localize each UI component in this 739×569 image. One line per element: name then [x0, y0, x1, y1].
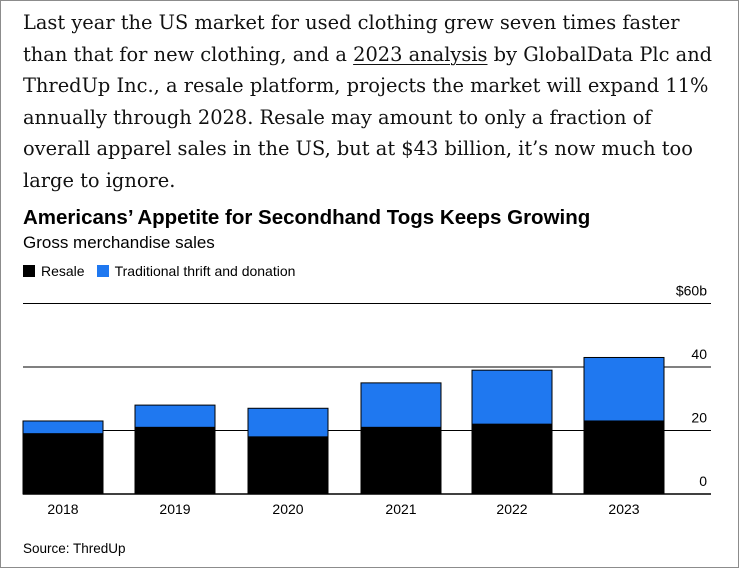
x-tick-label-2018: 2018 [47, 501, 78, 517]
source-note: Source: ThredUp [23, 541, 126, 556]
bar-2020-thrift [247, 407, 329, 438]
chart-subtitle: Gross merchandise sales [23, 233, 215, 252]
bar-2022-thrift [471, 369, 553, 425]
bar-2020-resale [247, 436, 329, 495]
y-tick-label-60: $60b [676, 283, 707, 299]
bar-2022-resale [471, 423, 553, 495]
y-tick-label-40: 40 [691, 346, 707, 362]
bar-2023-resale [583, 420, 665, 495]
bar-2018-thrift [22, 420, 104, 435]
analysis-link[interactable]: 2023 analysis [353, 42, 488, 66]
legend-item-resale: Resale [23, 263, 85, 279]
x-tick-label-2021: 2021 [385, 501, 416, 517]
x-tick-label-2020: 2020 [272, 501, 303, 517]
y-tick-label-0: 0 [699, 473, 707, 489]
article-text-before-link: Last year the US market for used clothin… [23, 11, 680, 66]
y-tick-label-20: 20 [691, 410, 707, 426]
chart-title: Americans’ Appetite for Secondhand Togs … [23, 206, 591, 229]
legend-item-thrift: Traditional thrift and donation [96, 263, 296, 279]
legend-label-thrift: Traditional thrift and donation [114, 263, 296, 279]
bar-2019-resale [134, 426, 216, 495]
bar-2018-resale [22, 433, 104, 495]
article-paragraph: Last year the US market for used clothin… [23, 7, 723, 197]
legend-swatch-thrift [96, 265, 109, 277]
article-text-after-link: by GlobalData Plc and ThredUp Inc., a re… [23, 42, 713, 192]
chart-legend: Resale Traditional thrift and donation [23, 263, 307, 279]
x-tick-label-2023: 2023 [608, 501, 639, 517]
bar-2021-thrift [360, 382, 442, 428]
x-tick-label-2022: 2022 [496, 501, 527, 517]
legend-label-resale: Resale [41, 263, 85, 279]
x-tick-label-2019: 2019 [159, 501, 190, 517]
bar-2023-thrift [583, 356, 665, 422]
legend-swatch-resale [23, 265, 35, 277]
bar-2019-thrift [134, 404, 216, 428]
bar-2021-resale [360, 426, 442, 495]
